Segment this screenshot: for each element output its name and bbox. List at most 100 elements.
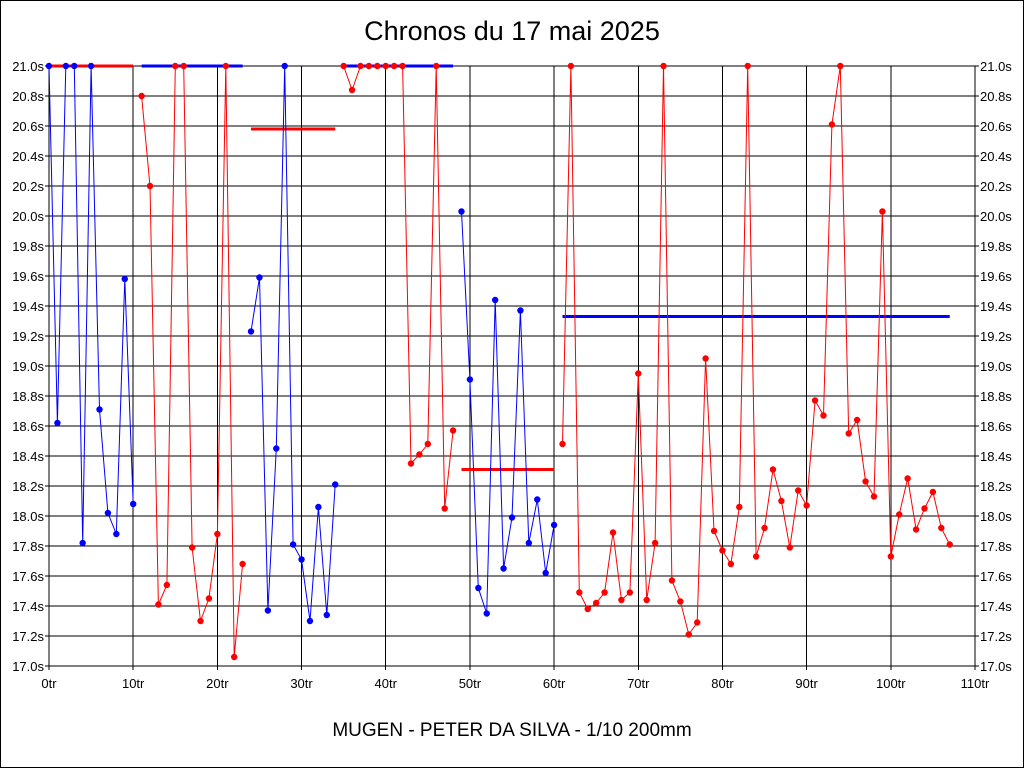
- y-tick-label-right: 19.8s: [980, 239, 1012, 254]
- y-tick-label: 19.2s: [12, 329, 44, 344]
- data-point: [592, 599, 600, 607]
- data-point: [466, 376, 474, 383]
- data-point: [155, 601, 162, 608]
- data-point: [820, 412, 827, 419]
- data-point: [576, 589, 583, 596]
- data-point: [433, 62, 440, 70]
- data-point: [879, 208, 886, 215]
- data-point: [761, 524, 768, 532]
- data-point: [904, 475, 911, 482]
- y-tick-label-right: 20.2s: [980, 179, 1012, 194]
- data-point: [870, 493, 878, 500]
- y-tick-label-right: 20.8s: [980, 89, 1012, 104]
- y-tick-label: 20.8s: [12, 89, 44, 104]
- data-point: [172, 62, 179, 70]
- data-point: [635, 370, 642, 377]
- data-point: [205, 595, 213, 602]
- data-point: [853, 416, 861, 424]
- data-point: [786, 544, 793, 551]
- y-tick-label-right: 20.6s: [980, 119, 1012, 134]
- data-point: [694, 619, 701, 626]
- data-point: [845, 430, 852, 437]
- data-point: [449, 427, 457, 434]
- data-point: [188, 544, 196, 551]
- data-point: [264, 607, 272, 614]
- x-tick-label: 30tr: [290, 676, 313, 691]
- chart-footer: MUGEN - PETER DA SILVA - 1/10 200mm: [332, 720, 692, 741]
- y-tick-label-right: 18.2s: [980, 479, 1012, 494]
- y-tick-label-right: 19.0s: [980, 359, 1012, 374]
- data-point: [744, 62, 751, 70]
- data-point: [887, 553, 895, 560]
- y-tick-label-right: 18.8s: [980, 389, 1012, 404]
- data-point: [121, 275, 128, 283]
- data-point: [323, 611, 330, 619]
- y-tick-label-right: 19.6s: [980, 269, 1012, 284]
- y-tick-label-right: 17.0s: [980, 659, 1012, 674]
- y-tick-label-right: 19.4s: [980, 299, 1012, 314]
- data-point: [534, 496, 541, 503]
- data-point: [79, 539, 86, 547]
- data-point: [332, 481, 339, 488]
- y-tick-label-right: 17.8s: [980, 539, 1012, 554]
- data-point: [626, 589, 634, 596]
- data-point: [483, 610, 490, 617]
- data-point: [508, 514, 516, 521]
- data-point: [247, 328, 255, 335]
- y-tick-label: 20.2s: [12, 179, 44, 194]
- x-tick-label: 40tr: [375, 676, 398, 691]
- y-tick-label-right: 17.4s: [980, 599, 1012, 614]
- y-tick-label: 18.4s: [12, 449, 44, 464]
- y-tick-label: 20.4s: [12, 149, 44, 164]
- data-point: [491, 296, 499, 304]
- data-point: [298, 556, 305, 563]
- data-point: [71, 62, 78, 70]
- data-point: [62, 62, 70, 70]
- x-tick-label: 90tr: [795, 676, 818, 691]
- data-point: [340, 62, 347, 70]
- data-point: [609, 529, 617, 536]
- y-tick-label-right: 20.4s: [980, 149, 1012, 164]
- data-point: [129, 500, 137, 508]
- x-tick-label: 10tr: [122, 676, 145, 691]
- y-tick-label-right: 17.6s: [980, 569, 1012, 584]
- x-tick-label: 110tr: [961, 676, 990, 691]
- data-point: [180, 62, 187, 70]
- data-point: [424, 440, 432, 448]
- data-point: [550, 521, 558, 529]
- data-point: [138, 92, 145, 100]
- data-point: [113, 530, 120, 538]
- y-tick-label: 21.0s: [12, 59, 44, 74]
- y-tick-label: 17.6s: [12, 569, 44, 584]
- data-point: [651, 539, 659, 547]
- series-line: [343, 65, 454, 509]
- data-point: [828, 121, 836, 128]
- data-point: [719, 547, 726, 554]
- y-tick-label: 18.2s: [12, 479, 44, 494]
- data-point: [416, 451, 423, 458]
- data-point: [197, 617, 204, 625]
- data-point: [584, 605, 591, 613]
- data-point: [500, 565, 507, 572]
- series-line: [48, 65, 134, 544]
- series-line: [250, 65, 336, 622]
- y-tick-label: 20.0s: [12, 209, 44, 224]
- data-point: [702, 355, 709, 362]
- y-tick-label: 19.6s: [12, 269, 44, 284]
- data-point: [365, 62, 373, 70]
- data-point: [677, 598, 684, 605]
- data-point: [441, 505, 448, 512]
- data-point: [348, 86, 356, 94]
- data-point: [795, 487, 802, 494]
- data-point: [315, 503, 322, 511]
- data-point: [357, 62, 364, 70]
- y-tick-label-right: 18.4s: [980, 449, 1012, 464]
- data-point: [256, 274, 263, 281]
- data-point: [163, 581, 171, 589]
- data-point: [517, 307, 524, 314]
- data-point: [912, 526, 920, 533]
- x-tick-label: 20tr: [206, 676, 229, 691]
- data-point: [374, 62, 381, 70]
- data-point: [458, 208, 465, 215]
- plot-border: [48, 65, 976, 667]
